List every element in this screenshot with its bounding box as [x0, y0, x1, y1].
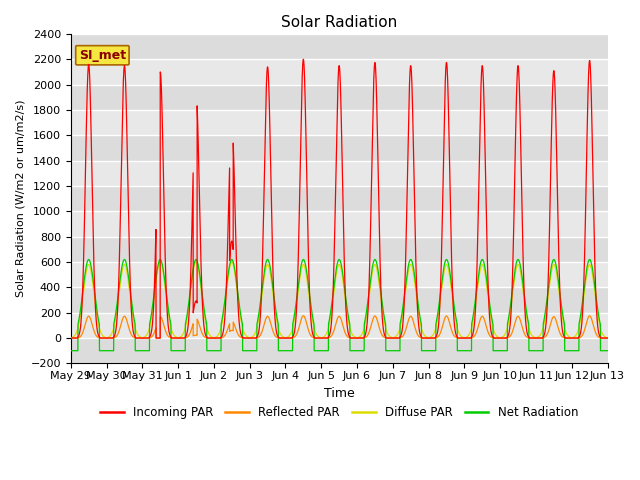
Text: SI_met: SI_met: [79, 49, 126, 62]
Bar: [71, 60, 607, 84]
Legend: Incoming PAR, Reflected PAR, Diffuse PAR, Net Radiation: Incoming PAR, Reflected PAR, Diffuse PAR…: [95, 401, 583, 423]
Bar: [71, 312, 607, 338]
Title: Solar Radiation: Solar Radiation: [281, 15, 397, 30]
Bar: [71, 262, 607, 288]
X-axis label: Time: Time: [324, 386, 355, 399]
Y-axis label: Solar Radiation (W/m2 or um/m2/s): Solar Radiation (W/m2 or um/m2/s): [15, 100, 25, 298]
Bar: [71, 211, 607, 237]
Bar: [71, 34, 607, 60]
Bar: [71, 161, 607, 186]
Bar: [71, 135, 607, 161]
Bar: [71, 338, 607, 363]
Bar: [71, 84, 607, 110]
Bar: [71, 186, 607, 211]
Bar: [71, 288, 607, 312]
Bar: [71, 110, 607, 135]
Bar: [71, 237, 607, 262]
